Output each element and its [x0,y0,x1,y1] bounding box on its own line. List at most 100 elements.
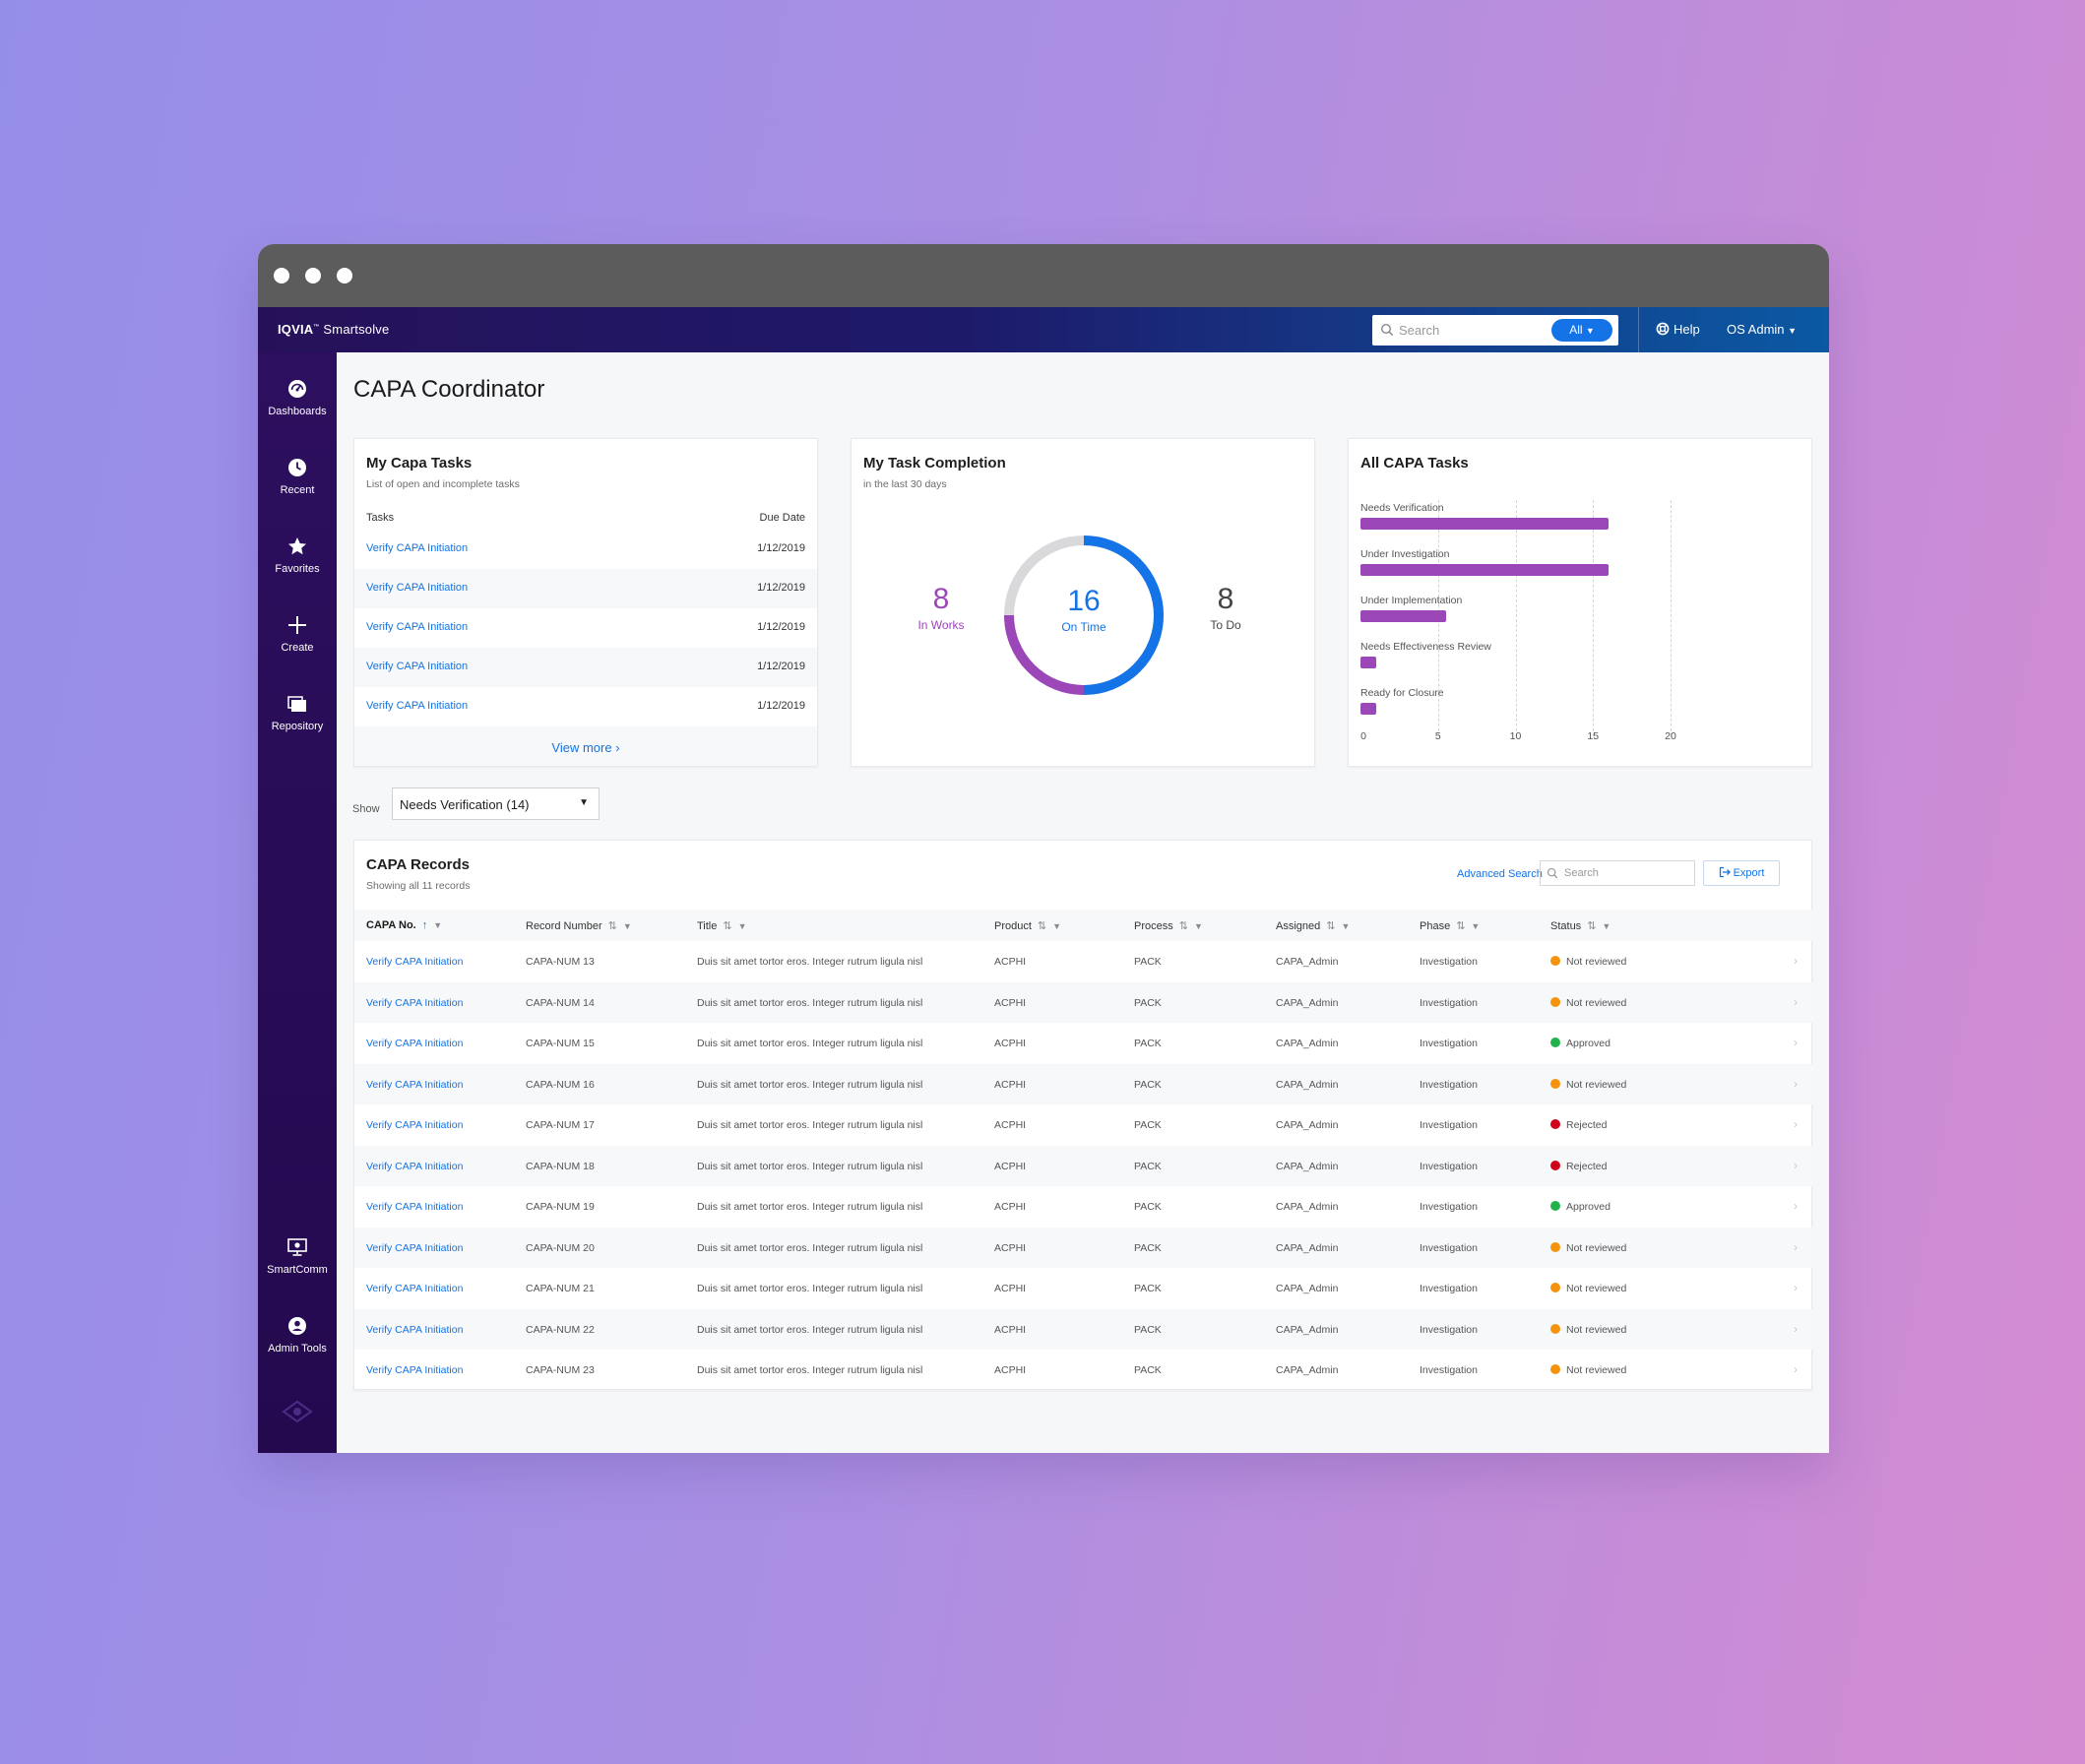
sidebar-item-repository[interactable]: Repository [258,693,337,732]
sidebar-item-recent[interactable]: Recent [258,457,337,496]
cell-capa[interactable]: Verify CAPA Initiation [366,1038,464,1049]
sidebar-item-dashboards[interactable]: Dashboards [258,378,337,417]
advanced-search-link[interactable]: Advanced Search [1457,868,1543,880]
brand-product: Smartsolve [319,322,390,337]
cell-capa[interactable]: Verify CAPA Initiation [366,1241,464,1254]
card-subtitle: Showing all 11 records [366,880,471,892]
chevron-right-icon[interactable]: › [1794,1117,1798,1131]
task-link[interactable]: Verify CAPA Initiation [366,582,469,594]
task-row[interactable]: Verify CAPA Initiation 1/12/2019 [354,569,817,608]
cell-capa[interactable]: Verify CAPA Initiation [366,1364,464,1376]
cell-capa[interactable]: Verify CAPA Initiation [366,1160,464,1172]
chart-bar[interactable] [1360,518,1609,530]
cell-status: Not reviewed [1550,956,1626,968]
cell-capa[interactable]: Verify CAPA Initiation [366,1119,464,1131]
sidebar-item-smartcomm[interactable]: SmartComm [258,1236,337,1276]
table-row[interactable]: Verify CAPA Initiation CAPA-NUM 21 Duis si… [354,1268,1813,1309]
status-dot [1550,1283,1560,1292]
table-row[interactable]: Verify CAPA Initiation CAPA-NUM 18 Duis si… [354,1145,1813,1186]
sidebar-item-favorites[interactable]: Favorites [258,536,337,575]
sort-icon[interactable]: ⇅ [1178,920,1188,932]
task-row[interactable]: Verify CAPA Initiation 1/12/2019 [354,648,817,687]
task-link[interactable]: Verify CAPA Initiation [366,542,469,554]
table-row[interactable]: Verify CAPA Initiation CAPA-NUM 13 Duis si… [354,941,1813,982]
sort-icon[interactable]: ⇅ [723,920,732,932]
chart-bar[interactable] [1360,564,1609,576]
chart-bar[interactable] [1360,657,1376,668]
search-scope-dropdown[interactable]: All ▼ [1551,319,1612,342]
sort-icon[interactable]: ⇅ [1456,920,1466,932]
sort-icon[interactable]: ⇅ [1326,920,1336,932]
sort-icon[interactable]: ⇅ [607,920,617,932]
task-row[interactable]: Verify CAPA Initiation 1/12/2019 [354,530,817,569]
column-header-phase[interactable]: Phase ⇅ ▼ [1420,919,1480,932]
filter-icon[interactable]: ▼ [622,921,632,931]
table-row[interactable]: Verify CAPA Initiation CAPA-NUM 15 Duis si… [354,1023,1813,1064]
window-maximize-dot[interactable] [337,268,352,284]
brand-trademark: ™ [313,324,320,331]
task-link[interactable]: Verify CAPA Initiation [366,700,469,712]
task-row[interactable]: Verify CAPA Initiation 1/12/2019 [354,687,817,726]
task-link[interactable]: Verify CAPA Initiation [366,621,469,633]
chevron-right-icon[interactable]: › [1794,1036,1798,1049]
sidebar-item-create[interactable]: Create [258,614,337,654]
window-close-dot[interactable] [274,268,289,284]
table-row[interactable]: Verify CAPA Initiation CAPA-NUM 22 Duis si… [354,1308,1813,1350]
column-header-product[interactable]: Product ⇅ ▼ [994,919,1061,932]
filter-icon[interactable]: ▼ [737,921,747,931]
sidebar-item-admin-tools[interactable]: Admin Tools [258,1315,337,1354]
column-header-assigned[interactable]: Assigned ⇅ ▼ [1276,919,1350,932]
filter-icon[interactable]: ▼ [1471,921,1481,931]
table-row[interactable]: Verify CAPA Initiation CAPA-NUM 17 Duis si… [354,1104,1813,1146]
help-link[interactable]: Help [1656,322,1700,337]
cell-capa[interactable]: Verify CAPA Initiation [366,1201,464,1213]
chevron-right-icon[interactable]: › [1794,1362,1798,1376]
filter-icon[interactable]: ▼ [433,920,443,930]
cell-capa[interactable]: Verify CAPA Initiation [366,1323,464,1336]
cell-status: Not reviewed [1550,1364,1626,1376]
window-minimize-dot[interactable] [305,268,321,284]
chevron-right-icon[interactable]: › [1794,1281,1798,1294]
chevron-right-icon[interactable]: › [1794,994,1798,1009]
chevron-right-icon[interactable]: › [1794,1158,1798,1172]
table-row[interactable]: Verify CAPA Initiation CAPA-NUM 23 Duis si… [354,1350,1813,1391]
chevron-right-icon[interactable]: › [1794,1076,1798,1091]
show-filter-select[interactable]: Needs Verification (14) ▼ [392,788,600,820]
filter-icon[interactable]: ▼ [1193,921,1203,931]
user-menu[interactable]: OS Admin ▼ [1727,322,1797,337]
table-row[interactable]: Verify CAPA Initiation CAPA-NUM 19 Duis si… [354,1186,1813,1228]
sort-icon[interactable]: ⇅ [1037,920,1047,932]
filter-icon[interactable]: ▼ [1341,921,1351,931]
column-header-record[interactable]: Record Number ⇅ ▼ [526,919,632,932]
column-header-status[interactable]: Status ⇅ ▼ [1550,919,1611,932]
export-button[interactable]: Export [1703,860,1780,886]
cell-capa[interactable]: Verify CAPA Initiation [366,1078,464,1091]
sort-ascending-icon[interactable]: ↑ [421,919,428,931]
sort-icon[interactable]: ⇅ [1587,920,1597,932]
global-search-input[interactable]: Search All ▼ [1372,315,1618,346]
filter-icon[interactable]: ▼ [1602,921,1611,931]
column-header-capa[interactable]: CAPA No. ↑ ▼ [366,919,442,931]
chart-bar[interactable] [1360,703,1376,715]
task-row[interactable]: Verify CAPA Initiation 1/12/2019 [354,608,817,648]
chevron-right-icon[interactable]: › [1794,1239,1798,1254]
cell-capa[interactable]: Verify CAPA Initiation [366,996,464,1009]
cell-process: PACK [1134,996,1162,1009]
table-row[interactable]: Verify CAPA Initiation CAPA-NUM 20 Duis si… [354,1227,1813,1268]
tasks-table-header: Tasks Due Date [366,512,805,524]
cell-capa[interactable]: Verify CAPA Initiation [366,956,464,968]
view-more-link[interactable]: View more › [354,740,817,755]
table-row[interactable]: Verify CAPA Initiation CAPA-NUM 16 Duis si… [354,1063,1813,1104]
column-header-title[interactable]: Title ⇅ ▼ [697,919,747,932]
filter-icon[interactable]: ▼ [1052,921,1062,931]
cell-capa[interactable]: Verify CAPA Initiation [366,1283,464,1294]
task-link[interactable]: Verify CAPA Initiation [366,661,469,672]
chevron-right-icon[interactable]: › [1794,954,1798,968]
brand-logo[interactable]: IQVIA™ Smartsolve [278,322,389,337]
chevron-right-icon[interactable]: › [1794,1321,1798,1336]
chevron-right-icon[interactable]: › [1794,1199,1798,1213]
table-row[interactable]: Verify CAPA Initiation CAPA-NUM 14 Duis si… [354,981,1813,1023]
chart-bar[interactable] [1360,610,1446,622]
records-search-input[interactable]: Search [1540,860,1695,886]
column-header-process[interactable]: Process ⇅ ▼ [1134,919,1203,932]
